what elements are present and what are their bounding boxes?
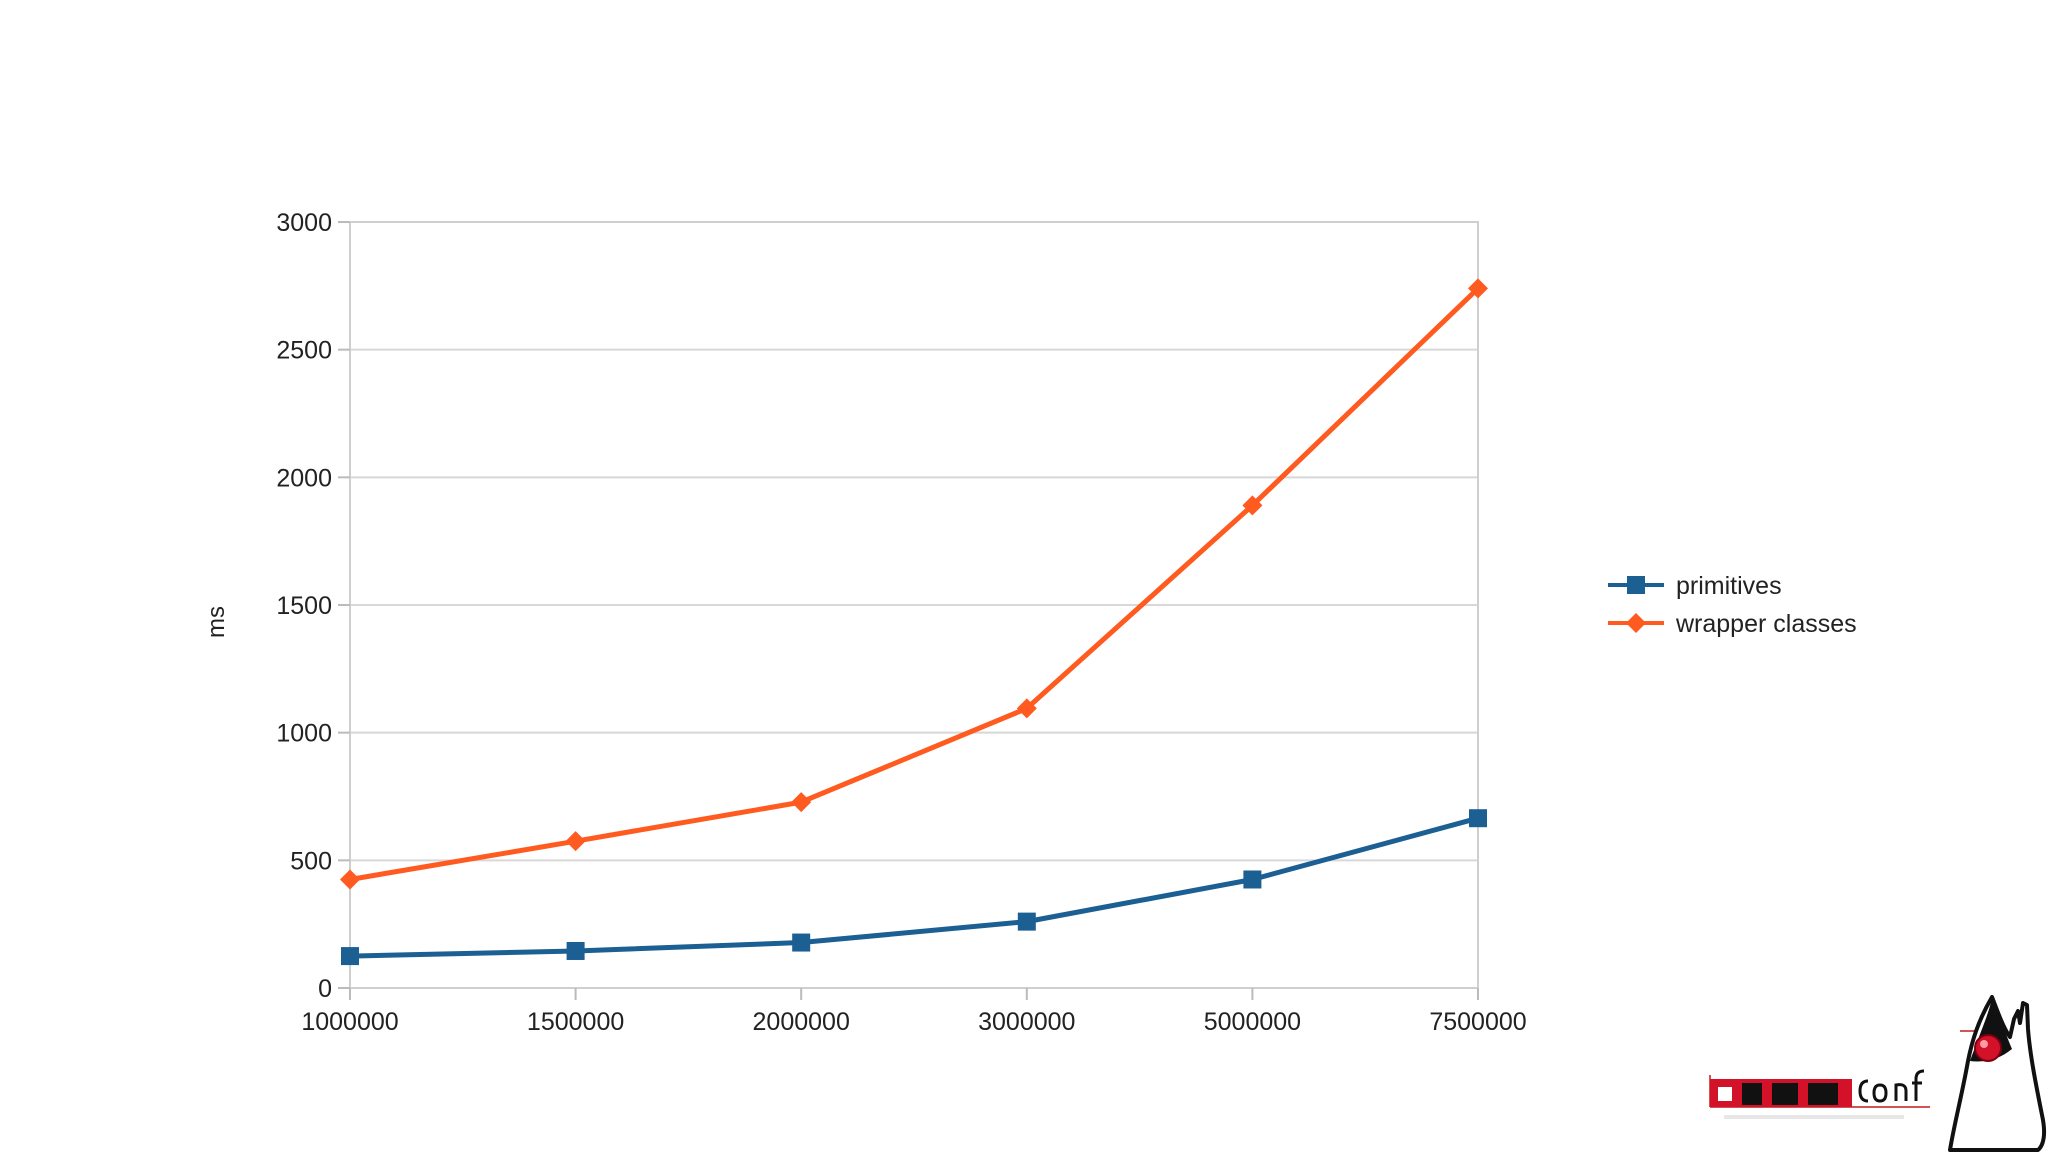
conference-logo <box>1709 995 2047 1152</box>
x-tick-label: 7500000 <box>1429 1008 1526 1036</box>
data-point <box>1469 809 1487 828</box>
y-tick-label: 2500 <box>276 337 332 365</box>
data-point <box>791 792 812 813</box>
y-tick-label: 2000 <box>276 464 332 492</box>
data-point <box>341 947 359 966</box>
y-tick-label: 1000 <box>276 720 332 748</box>
legend: primitives wrapper classes <box>1608 572 1857 638</box>
legend-marker <box>1627 576 1645 594</box>
series-0 <box>341 809 1487 966</box>
series-line <box>349 815 1479 959</box>
data-point <box>340 869 360 890</box>
data-point <box>792 933 811 952</box>
series-1 <box>340 278 1488 890</box>
duke-mascot-icon <box>1948 995 2047 1152</box>
series-line <box>349 286 1480 882</box>
data-point <box>1017 912 1036 931</box>
y-tick-label: 0 <box>318 975 332 1003</box>
x-tick-label: 1000000 <box>301 1008 398 1036</box>
data-point <box>1016 698 1037 719</box>
x-tick-label: 2000000 <box>753 1008 850 1036</box>
y-axis-title: ms <box>203 606 230 638</box>
x-tick-label: 3000000 <box>978 1008 1075 1036</box>
y-tick-label: 1500 <box>276 592 332 620</box>
x-tick-label: 5000000 <box>1204 1008 1301 1036</box>
y-axis: 0 500 1000 1500 2000 2500 3000 <box>276 209 350 1003</box>
legend-item: wrapper classes <box>1608 610 1857 638</box>
data-point <box>565 831 586 852</box>
legend-label: primitives <box>1676 572 1782 600</box>
data-point <box>566 941 585 960</box>
y-tick-label: 3000 <box>276 209 332 237</box>
legend-label: wrapper classes <box>1675 610 1857 638</box>
data-point <box>1243 870 1262 889</box>
series-layer <box>340 278 1488 966</box>
y-tick-label: 500 <box>290 847 332 875</box>
x-axis: 1000000 1500000 2000000 3000000 5000000 75000… <box>301 988 1527 1036</box>
grid-lines <box>350 221 1478 989</box>
x-tick-label: 1500000 <box>527 1008 624 1036</box>
data-point <box>1468 278 1488 299</box>
data-point <box>1242 495 1263 516</box>
legend-marker <box>1626 613 1646 633</box>
legend-item: primitives <box>1608 572 1782 600</box>
